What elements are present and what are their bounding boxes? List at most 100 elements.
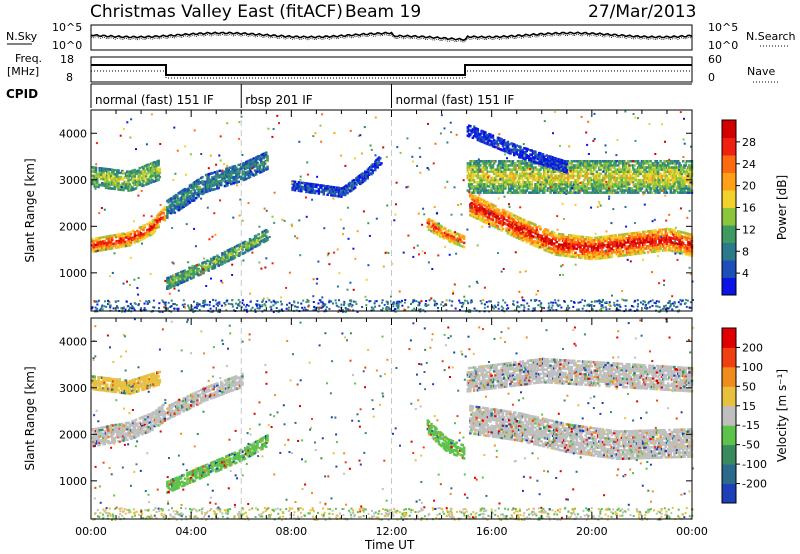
data-cell (530, 162, 533, 165)
data-cell (108, 247, 111, 250)
data-cell (149, 179, 153, 182)
data-cell (524, 181, 527, 184)
data-cell (181, 193, 184, 197)
data-cell (241, 244, 244, 247)
data-cell (519, 219, 522, 222)
data-cell (169, 279, 173, 283)
data-cell (480, 181, 483, 184)
data-cell (187, 197, 190, 201)
data-cell (571, 234, 575, 237)
data-cell (192, 181, 195, 185)
data-cell (245, 162, 248, 166)
data-cell (481, 168, 485, 171)
data-cell (500, 183, 503, 186)
data-cell (107, 170, 110, 173)
data-cell (263, 166, 267, 170)
data-cell (519, 160, 522, 163)
data-cell (504, 187, 507, 190)
data-cell (169, 285, 173, 289)
data-cell (504, 212, 507, 215)
data-cell (610, 247, 614, 250)
data-cell (485, 211, 488, 214)
data-cell (247, 174, 250, 177)
data-cell (519, 166, 522, 169)
data-cell (638, 235, 641, 238)
data-cell (528, 227, 531, 230)
data-cell (620, 246, 624, 249)
data-cell (536, 235, 540, 238)
data-cell (223, 250, 227, 254)
data-cell (504, 185, 507, 188)
data-cell (151, 228, 154, 232)
data-cell (307, 190, 311, 194)
data-cell (648, 232, 651, 235)
data-cell (518, 229, 521, 232)
data-cell (217, 174, 220, 177)
data-cell (507, 164, 511, 167)
data-cell (231, 180, 234, 183)
data-cell (113, 179, 116, 182)
data-cell (490, 207, 493, 210)
data-cell (529, 181, 532, 184)
data-cell (132, 177, 135, 181)
data-cell (490, 187, 493, 190)
data-cell (466, 168, 470, 171)
data-cell (315, 189, 318, 193)
data-cell (648, 240, 651, 243)
data-cell (569, 248, 572, 252)
data-cell (533, 189, 536, 192)
data-cell (528, 176, 531, 180)
data-cell (245, 244, 248, 247)
data-cell (158, 171, 162, 175)
data-cell (526, 230, 530, 234)
data-cell (490, 168, 493, 171)
data-cell (233, 167, 237, 170)
data-cell (679, 230, 682, 234)
data-cell (251, 247, 254, 250)
data-cell (598, 242, 601, 245)
freq-tick-bottom: 8 (66, 71, 73, 84)
data-cell (116, 177, 119, 180)
data-cell (485, 174, 488, 178)
data-cell (563, 250, 566, 253)
data-cell (103, 173, 106, 177)
data-cell (514, 223, 517, 226)
data-cell (136, 178, 139, 181)
data-cell (507, 187, 511, 190)
data-cell (228, 248, 232, 251)
data-cell (243, 251, 247, 254)
data-cell (561, 233, 565, 236)
data-cell (121, 178, 124, 181)
data-cell (91, 244, 94, 247)
data-cell (313, 191, 317, 195)
frequency-trace (91, 64, 692, 76)
data-cell (371, 165, 374, 168)
data-cell (683, 250, 686, 253)
noise-panel: N.Sky 10^5 10^0 10^5 10^0 N.Search (6, 21, 796, 52)
data-cell (621, 233, 625, 236)
data-cell (127, 178, 130, 182)
data-cell (430, 225, 433, 229)
data-cell (566, 236, 570, 239)
data-cell (171, 283, 174, 286)
station-title: Christmas Valley East (fitACF) (90, 2, 343, 22)
data-cell (566, 254, 570, 258)
data-cell (124, 244, 128, 248)
data-cell (510, 231, 513, 235)
data-cell (678, 247, 681, 250)
data-cell (459, 233, 462, 237)
data-cell (608, 237, 611, 240)
data-cell (435, 230, 438, 234)
data-cell (545, 160, 548, 163)
data-cell (514, 221, 517, 224)
data-cell (485, 160, 488, 163)
data-cell (513, 178, 516, 182)
data-cell (358, 176, 362, 179)
data-cell (168, 280, 172, 283)
data-cell (167, 276, 170, 279)
data-cell (636, 248, 640, 251)
data-cell (147, 230, 150, 233)
data-cell (610, 253, 614, 256)
data-cell (213, 171, 217, 174)
data-cell (510, 170, 513, 173)
